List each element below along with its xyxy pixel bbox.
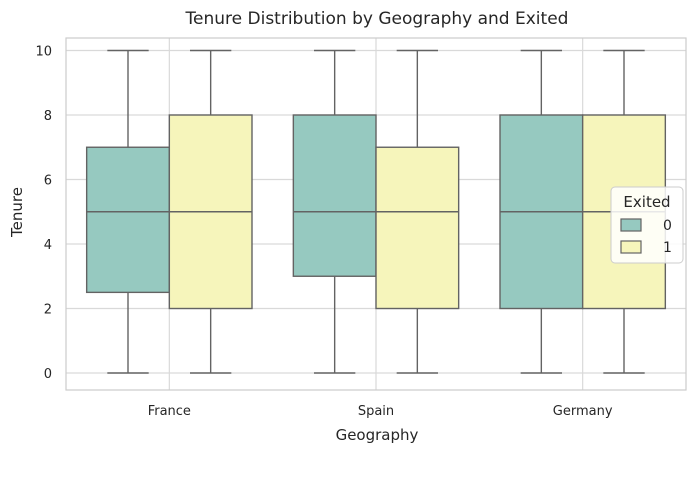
box-spain-exited-0 xyxy=(292,49,377,374)
y-tick-label: 2 xyxy=(44,303,52,318)
y-tick-label: 10 xyxy=(35,45,52,60)
box-france-exited-0 xyxy=(85,49,171,374)
x-tick-label: Germany xyxy=(553,404,613,419)
x-tick-label: France xyxy=(148,404,191,419)
x-tick-label: Spain xyxy=(358,404,394,419)
chart-title: Tenure Distribution by Geography and Exi… xyxy=(185,9,569,29)
legend-title: Exited xyxy=(623,193,670,211)
y-axis-label: Tenure xyxy=(8,187,26,238)
legend-swatch-1 xyxy=(620,240,642,254)
box-spain-exited-1 xyxy=(375,49,460,374)
legend-swatch-0 xyxy=(620,218,642,232)
plot-frame xyxy=(65,37,687,391)
y-tick-label: 4 xyxy=(44,238,52,253)
box-germany-exited-0 xyxy=(499,49,584,374)
box-iqr xyxy=(375,146,460,310)
box-france-exited-1 xyxy=(168,49,253,374)
legend: Exited 0 1 xyxy=(610,186,684,264)
y-tick-label: 8 xyxy=(44,109,52,124)
y-tick-label: 6 xyxy=(44,174,52,189)
legend-label-1: 1 xyxy=(663,240,672,256)
box-iqr xyxy=(85,146,171,294)
box-iqr xyxy=(292,114,377,277)
x-axis-label: Geography xyxy=(336,426,419,444)
legend-label-0: 0 xyxy=(663,218,672,234)
y-tick-label: 0 xyxy=(44,367,52,382)
